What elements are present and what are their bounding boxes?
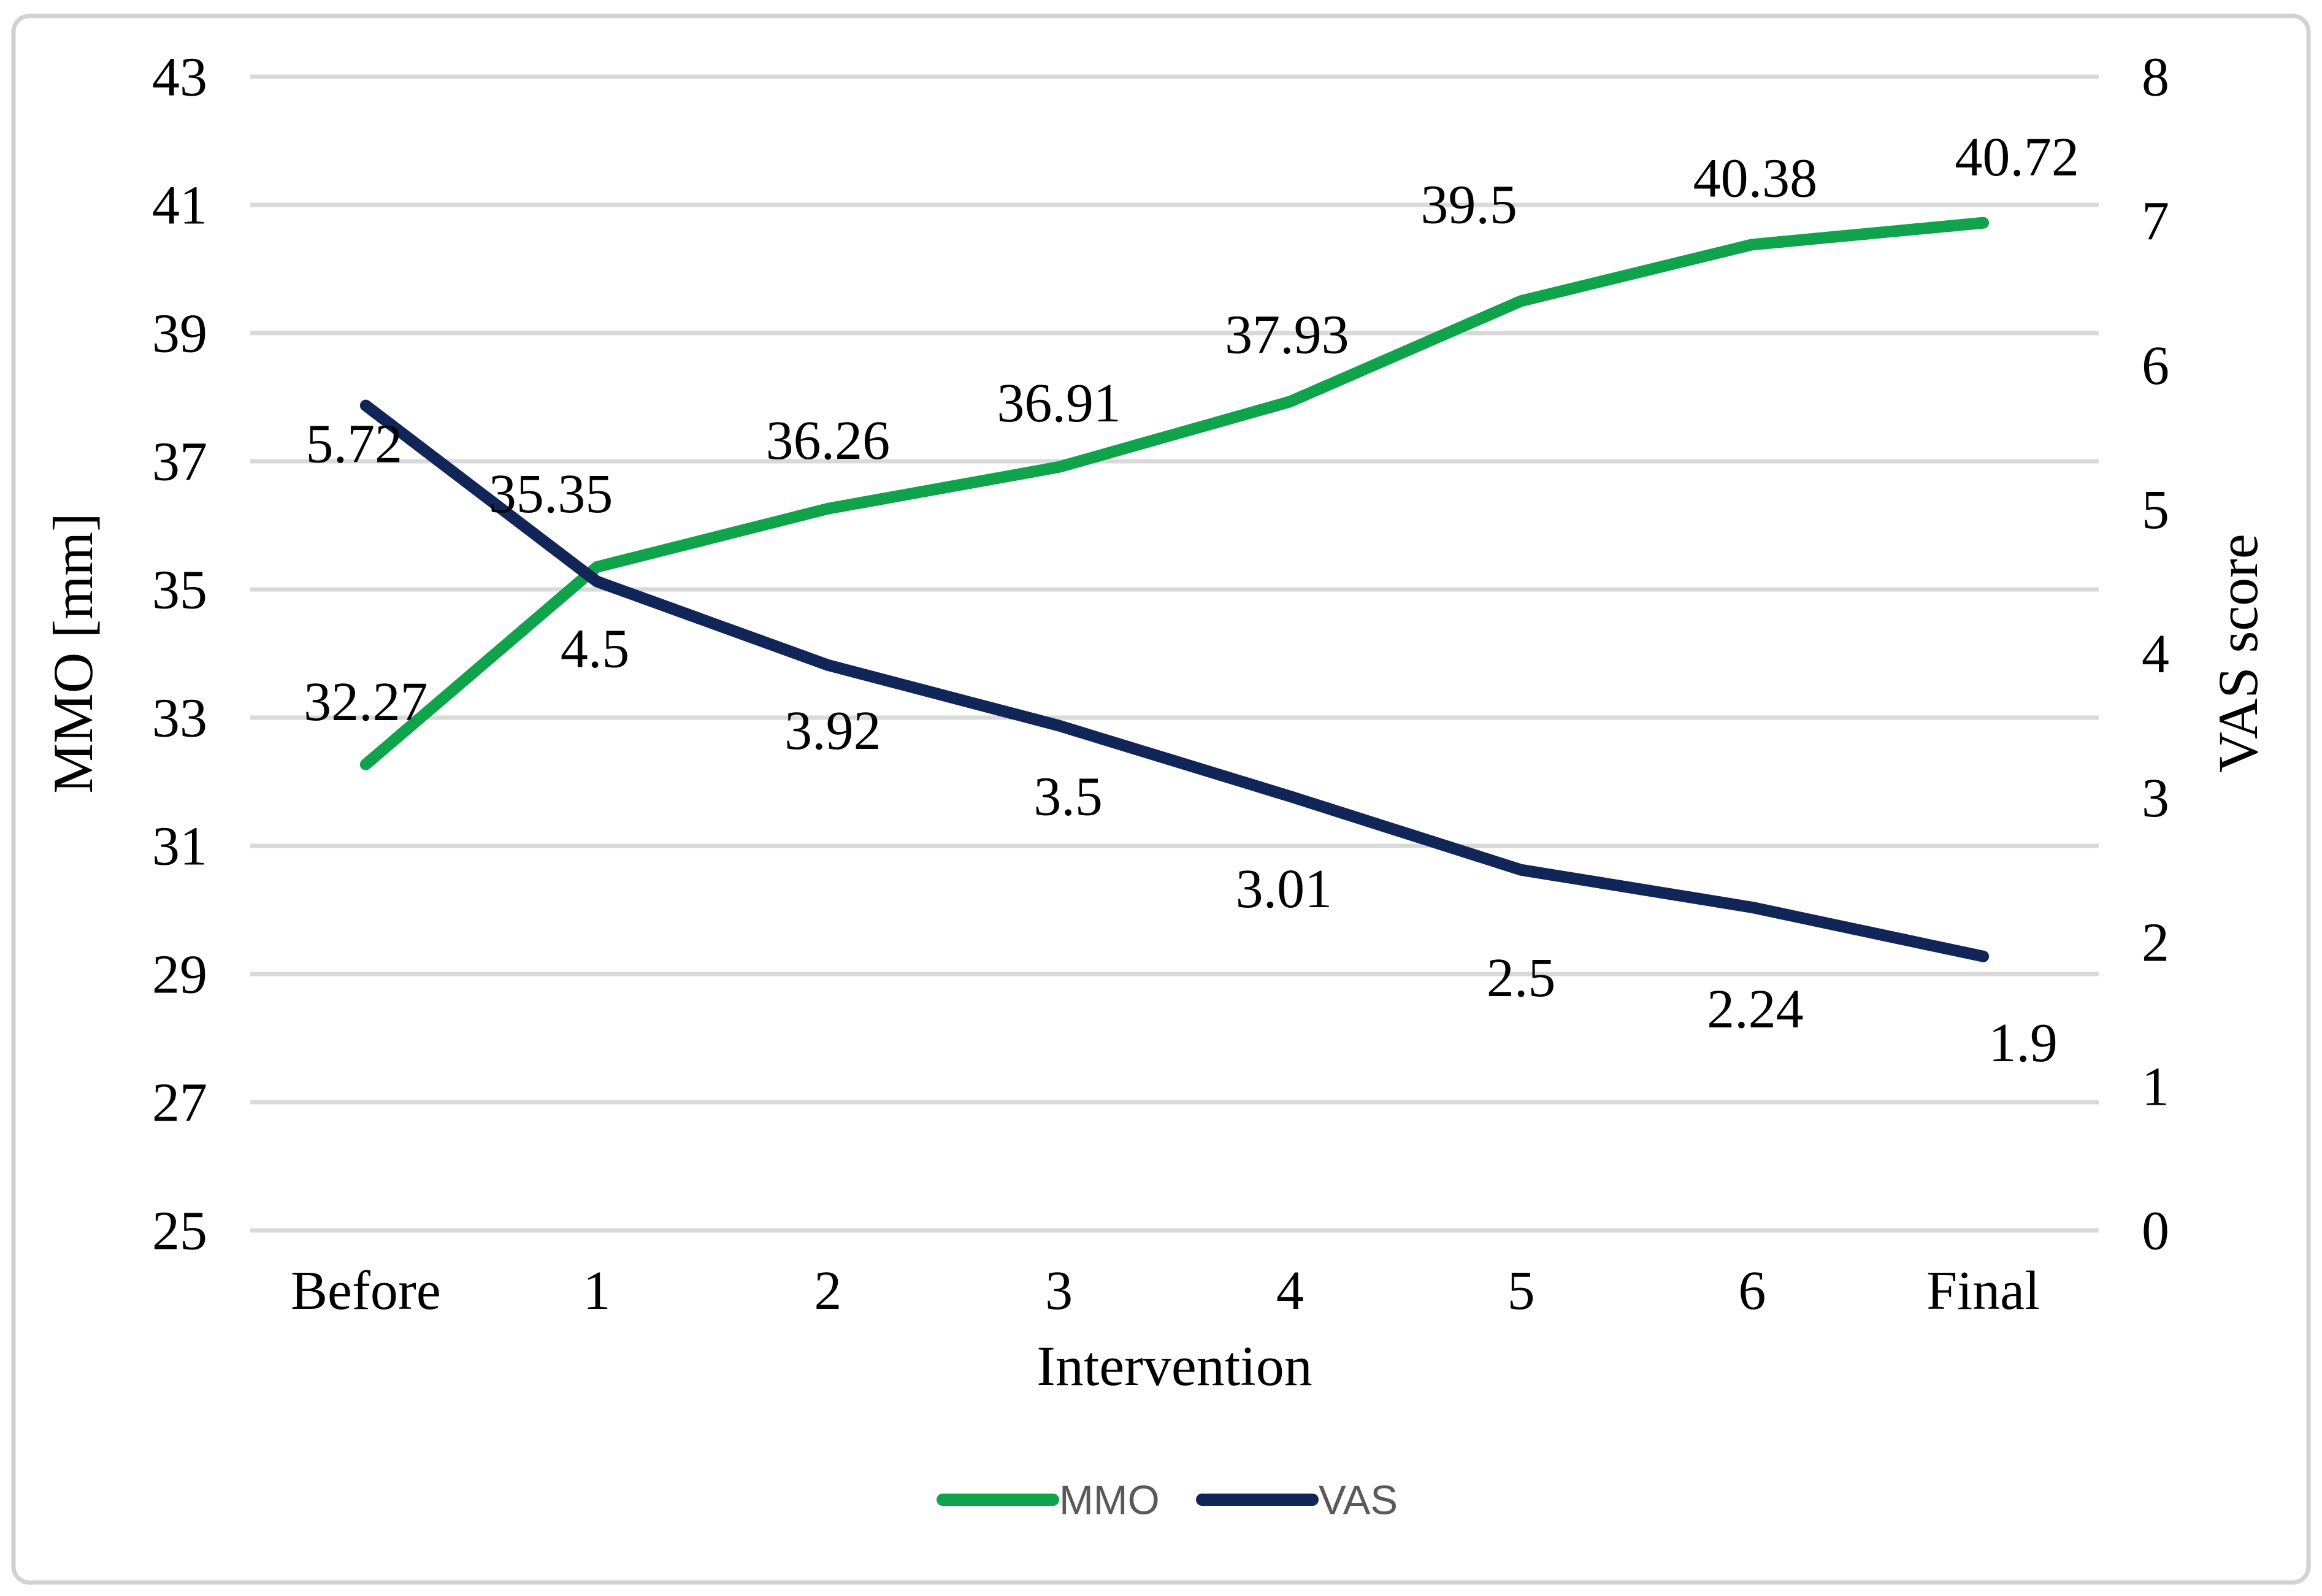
data-label-mmo: 32.27 [304, 672, 428, 732]
right-axis-title: VAS score [2207, 534, 2269, 772]
left-axis-tick: 35 [152, 560, 207, 621]
x-axis-tick: 3 [1045, 1260, 1073, 1321]
left-axis-tick: 39 [152, 304, 207, 364]
legend-label-vas: VAS [1319, 1477, 1398, 1523]
legend-label-mmo: MMO [1059, 1477, 1160, 1523]
data-label-mmo: 39.5 [1420, 174, 1517, 235]
right-axis-tick: 8 [2142, 47, 2169, 108]
left-axis-tick: 41 [152, 175, 207, 236]
data-label-mmo: 36.26 [766, 410, 891, 471]
data-label-mmo: 36.91 [997, 373, 1121, 434]
data-labels: 32.27 35.35 36.26 36.91 37.93 39.5 40.38 40.72 5… [304, 127, 2079, 1073]
right-axis-tick: 0 [2142, 1201, 2169, 1262]
figure-border [11, 13, 2311, 1585]
x-axis-tick: 2 [814, 1260, 841, 1321]
data-label-vas: 3.01 [1236, 859, 1333, 919]
gridlines [250, 74, 2099, 1233]
left-axis-tick: 29 [152, 945, 207, 1005]
vas-line [359, 399, 1990, 962]
x-axis-tick: 6 [1738, 1260, 1766, 1321]
data-label-vas: 1.9 [1988, 1013, 2058, 1073]
x-axis-title: Intervention [1036, 1335, 1312, 1397]
right-axis-tick: 2 [2142, 912, 2169, 973]
left-axis-tick: 31 [152, 816, 207, 877]
legend: MMO VAS [937, 1477, 1398, 1523]
left-axis-tick: 43 [152, 47, 207, 108]
right-axis-tick: 1 [2142, 1056, 2169, 1117]
x-axis-tick: 1 [583, 1260, 611, 1321]
right-axis-tick: 5 [2142, 480, 2169, 540]
data-label-mmo: 37.93 [1225, 304, 1349, 365]
right-axis-tick: 6 [2142, 336, 2169, 396]
data-label-vas: 3.5 [1033, 767, 1103, 827]
left-axis-tick: 37 [152, 432, 207, 493]
data-label-vas: 2.5 [1487, 948, 1556, 1008]
right-axis-tick: 7 [2142, 191, 2169, 252]
left-axis-title: MMO [mm] [42, 513, 104, 793]
data-label-vas: 3.92 [784, 700, 881, 761]
data-label-mmo: 40.72 [1955, 127, 2079, 188]
right-axis-tick: 4 [2142, 624, 2169, 685]
left-axis-tick: 27 [152, 1073, 207, 1134]
x-axis-tick: Before [291, 1260, 441, 1321]
data-label-mmo: 35.35 [489, 464, 613, 524]
x-axis-tick: 4 [1276, 1260, 1304, 1321]
data-label-mmo: 40.38 [1693, 148, 1818, 209]
data-label-vas: 5.72 [306, 414, 403, 475]
left-axis-tick: 33 [152, 688, 207, 749]
x-axis-tick: 5 [1508, 1260, 1535, 1321]
series-lines [359, 217, 1990, 962]
left-axis-tick: 25 [152, 1201, 207, 1262]
x-axis-tick: Final [1926, 1260, 2040, 1321]
data-label-vas: 4.5 [561, 619, 630, 680]
mmo-line [359, 217, 1990, 770]
right-axis-tick: 3 [2142, 768, 2169, 829]
data-label-vas: 2.24 [1707, 979, 1804, 1040]
